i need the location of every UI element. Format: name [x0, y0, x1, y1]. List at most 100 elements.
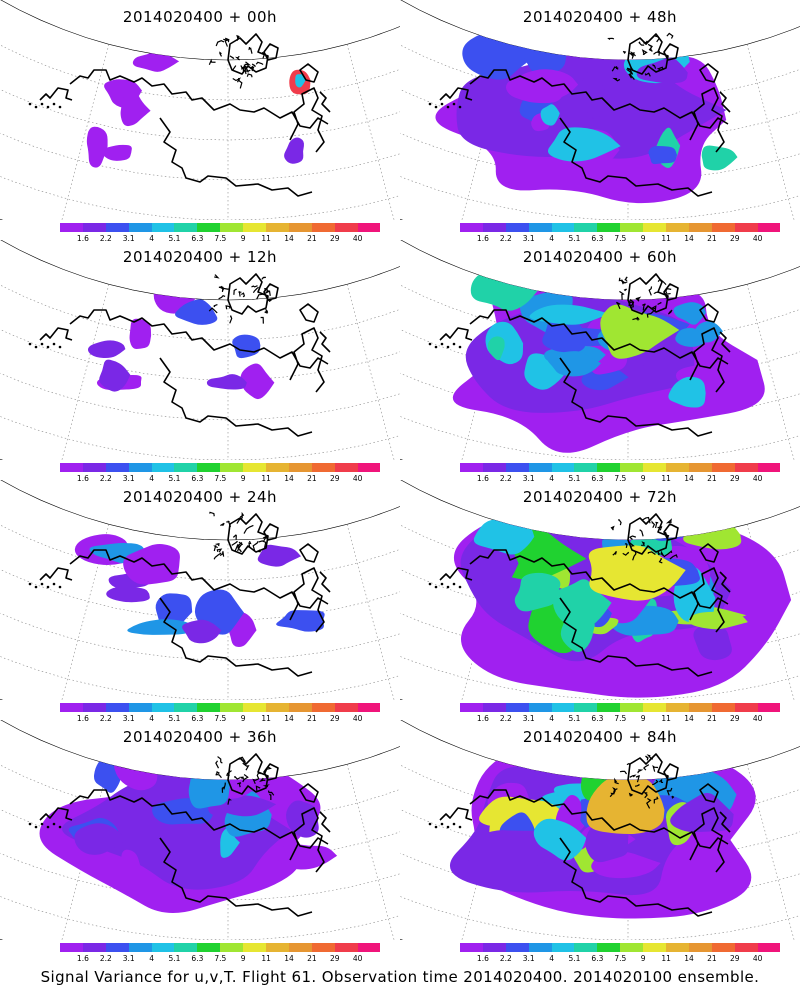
colorbar-swatch [288, 943, 312, 952]
panel-title: 2014020400 + 60h [522, 248, 678, 266]
colorbar-swatch [551, 223, 575, 232]
colorbar [460, 463, 781, 472]
colorbar-swatch [60, 943, 83, 952]
colorbar-swatch [288, 223, 312, 232]
variance-map [0, 480, 400, 700]
colorbar-swatch [711, 703, 735, 712]
colorbar-label: 14 [684, 714, 694, 723]
colorbar-label: 6.3 [591, 234, 604, 243]
colorbar-swatch [666, 943, 689, 952]
colorbar-label: 5.1 [568, 234, 581, 243]
colorbar-label: 2.2 [499, 954, 512, 963]
panel-title: 2014020400 + 12h [122, 248, 278, 266]
colorbar-label: 29 [730, 474, 740, 483]
panel-title: 2014020400 + 36h [122, 728, 278, 746]
colorbar-label: 4 [549, 474, 554, 483]
colorbar-swatch [460, 223, 483, 232]
colorbar-swatch [311, 223, 335, 232]
colorbar-swatch [597, 943, 621, 952]
colorbar-swatch [482, 463, 506, 472]
colorbar-swatch [266, 703, 289, 712]
colorbar-label: 3.1 [522, 234, 535, 243]
colorbar-label: 4 [149, 714, 154, 723]
colorbar-swatch [757, 463, 781, 472]
colorbar-label: 4 [549, 714, 554, 723]
colorbar-swatch [688, 223, 712, 232]
colorbar-swatch [734, 703, 758, 712]
colorbar-label: 1.6 [76, 234, 89, 243]
map-panel-60h: 2014020400 + 60h 1.6 2.2 3.1 4 5.1 6.3 7.5 9 11 1… [400, 240, 800, 483]
colorbar-swatch [288, 463, 312, 472]
colorbar-swatch [620, 223, 644, 232]
colorbar-label: 4 [549, 234, 554, 243]
variance-map [400, 480, 800, 700]
colorbar-swatch [311, 703, 335, 712]
colorbar-label: 1.6 [76, 954, 89, 963]
colorbar-label: 11 [261, 954, 271, 963]
colorbar-swatch [128, 943, 152, 952]
colorbar-labels: 1.6 2.2 3.1 4 5.1 6.3 7.5 9 11 14 21 29 40 [450, 474, 770, 484]
colorbar-label: 14 [684, 474, 694, 483]
colorbar-swatch [643, 943, 667, 952]
variance-map [0, 720, 400, 940]
colorbar-swatch [482, 703, 506, 712]
map-panel-84h: 2014020400 + 84h 1.6 2.2 3.1 4 5.1 6.3 7.5 9 11 1… [400, 720, 800, 963]
colorbar-swatch [505, 703, 529, 712]
colorbar-swatch [128, 223, 152, 232]
colorbar-swatch [666, 703, 689, 712]
colorbar [60, 703, 381, 712]
colorbar-label: 14 [284, 474, 294, 483]
colorbar-label: 7.5 [614, 234, 627, 243]
variance-map [0, 0, 400, 220]
colorbar-label: 29 [330, 714, 340, 723]
colorbar-label: 21 [307, 954, 317, 963]
colorbar-swatch [528, 463, 552, 472]
colorbar-swatch [266, 223, 289, 232]
colorbar-swatch [574, 463, 598, 472]
panel-title: 2014020400 + 48h [522, 8, 678, 26]
variance-map [400, 0, 800, 220]
colorbar-label: 40 [752, 714, 763, 723]
colorbar-swatch [643, 463, 667, 472]
colorbar-swatch [151, 223, 175, 232]
colorbar-swatch [666, 463, 689, 472]
colorbar-label: 9 [240, 234, 246, 243]
colorbar-label: 7.5 [614, 954, 627, 963]
colorbar-label: 6.3 [191, 474, 204, 483]
colorbar-label: 14 [284, 234, 294, 243]
colorbar [60, 943, 381, 952]
colorbar-swatch [528, 703, 552, 712]
colorbar-label: 7.5 [214, 474, 227, 483]
colorbar-label: 40 [752, 954, 763, 963]
colorbar-swatch [643, 703, 667, 712]
colorbar-swatch [505, 223, 529, 232]
colorbar-swatch [174, 223, 198, 232]
colorbar [460, 943, 781, 952]
colorbar-swatch [711, 463, 735, 472]
colorbar-label: 2.2 [99, 954, 112, 963]
colorbar-label: 2.2 [99, 474, 112, 483]
colorbar-label: 5.1 [168, 474, 181, 483]
map-panel-24h: 2014020400 + 24h 1.6 2.2 3.1 4 5.1 6.3 7.5 9 11 1… [0, 480, 400, 723]
colorbar-label: 5.1 [168, 714, 181, 723]
colorbar-swatch [334, 223, 358, 232]
colorbar-swatch [266, 943, 289, 952]
colorbar-label: 7.5 [614, 474, 627, 483]
colorbar-swatch [197, 943, 221, 952]
colorbar-swatch [460, 463, 483, 472]
colorbar-swatch [757, 223, 781, 232]
map-panel-12h: 2014020400 + 12h 1.6 2.2 3.1 4 5.1 6.3 7.5 9 11 1… [0, 240, 400, 483]
colorbar-label: 4 [149, 954, 154, 963]
colorbar-swatch [220, 703, 244, 712]
colorbar-label: 5.1 [168, 234, 181, 243]
colorbar-label: 4 [549, 954, 554, 963]
colorbar-labels: 1.6 2.2 3.1 4 5.1 6.3 7.5 9 11 14 21 29 40 [50, 714, 370, 724]
colorbar-label: 29 [730, 234, 740, 243]
colorbar-label: 11 [261, 714, 271, 723]
colorbar-swatch [82, 943, 106, 952]
colorbar-labels: 1.6 2.2 3.1 4 5.1 6.3 7.5 9 11 14 21 29 40 [50, 474, 370, 484]
colorbar-swatch [220, 463, 244, 472]
colorbar-label: 9 [640, 714, 646, 723]
variance-map [0, 240, 400, 460]
colorbar-label: 21 [307, 714, 317, 723]
